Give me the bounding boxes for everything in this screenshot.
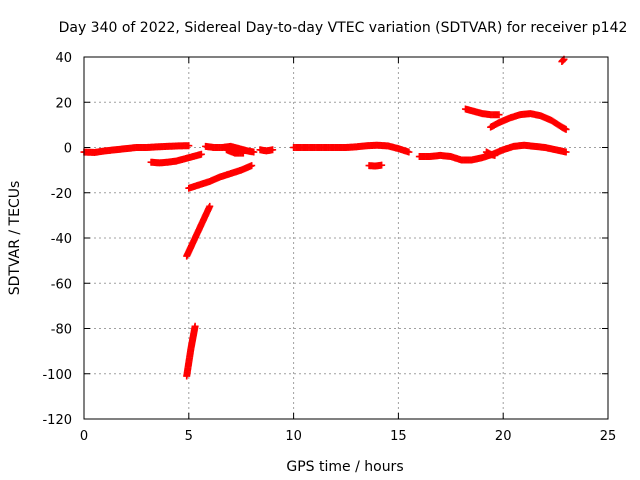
series-seg3 bbox=[185, 162, 256, 192]
y-tick-label: -60 bbox=[51, 277, 72, 292]
x-tick-label: 20 bbox=[495, 429, 512, 444]
data-point bbox=[495, 111, 503, 119]
x-axis-title: GPS time / hours bbox=[286, 459, 403, 475]
chart-title: Day 340 of 2022, Sidereal Day-to-day VTE… bbox=[59, 20, 628, 36]
x-tick-label: 15 bbox=[390, 429, 407, 444]
y-tick-label: -80 bbox=[51, 323, 72, 338]
y-tick-label: -100 bbox=[42, 368, 72, 383]
data-point bbox=[405, 148, 413, 156]
data-point bbox=[250, 148, 258, 156]
y-tick-label: -40 bbox=[51, 232, 72, 247]
x-tick-label: 25 bbox=[600, 429, 617, 444]
data-point bbox=[206, 202, 214, 210]
series-seg1 bbox=[80, 142, 193, 156]
y-tick-label: -120 bbox=[42, 413, 72, 428]
data-point bbox=[378, 161, 386, 169]
x-tick-label: 5 bbox=[185, 429, 193, 444]
y-tick-label: 0 bbox=[64, 142, 72, 157]
marks-layer bbox=[80, 55, 570, 380]
data-point bbox=[239, 149, 247, 157]
series-seg4 bbox=[202, 142, 258, 156]
series-seg12 bbox=[487, 110, 570, 133]
series-seg6 bbox=[256, 146, 277, 155]
data-point bbox=[197, 150, 205, 158]
series-seg15 bbox=[183, 322, 199, 380]
series-seg2 bbox=[147, 150, 205, 167]
data-point bbox=[191, 322, 199, 330]
data-point bbox=[562, 125, 570, 133]
y-tick-label: -20 bbox=[51, 187, 72, 202]
data-point bbox=[562, 148, 570, 156]
y-tick-label: 20 bbox=[55, 96, 72, 111]
series-seg10 bbox=[482, 148, 499, 159]
series-seg11 bbox=[461, 105, 503, 119]
data-point bbox=[269, 146, 277, 154]
data-point bbox=[491, 151, 499, 159]
x-tick-label: 0 bbox=[80, 429, 88, 444]
series-seg7 bbox=[290, 141, 413, 156]
grid-layer bbox=[84, 57, 608, 419]
y-tick-label: 40 bbox=[55, 51, 72, 66]
ticks-layer: 0 5 10 15 20 25 -120 -100 -80 -60 -40 -20 0 20 40 bbox=[42, 51, 616, 444]
y-axis-title: SDTVAR / TECUs bbox=[7, 181, 23, 296]
series-seg8 bbox=[365, 161, 386, 170]
data-point bbox=[248, 162, 256, 170]
data-point bbox=[185, 142, 193, 150]
series-seg14 bbox=[183, 202, 214, 260]
x-tick-label: 10 bbox=[285, 429, 302, 444]
series-seg5 bbox=[223, 146, 247, 157]
